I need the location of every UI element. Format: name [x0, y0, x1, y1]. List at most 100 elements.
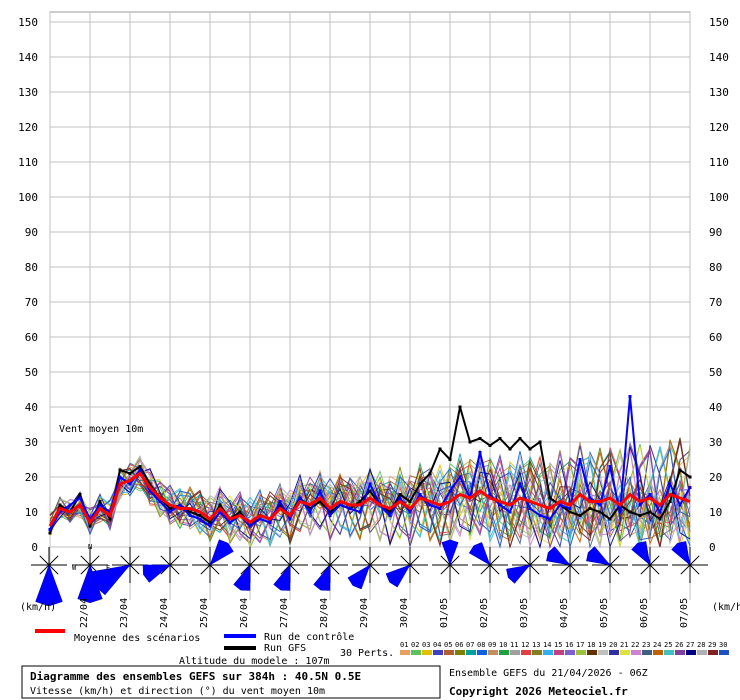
- control-line-point-38: [428, 503, 432, 507]
- wind-rose-23-04: [91, 547, 148, 596]
- control-line-point-3: [78, 496, 82, 500]
- control-line-point-63: [678, 503, 682, 507]
- pert-label-26: 26: [675, 641, 683, 649]
- legend-control-label: Run de contrôle: [264, 631, 354, 643]
- control-line-point-2: [68, 503, 72, 507]
- y-axis-right: 0 10 20 30 40 50 60 70 80 90 100 110 120 130 140 150: [709, 16, 729, 554]
- control-line-point-46: [508, 510, 512, 514]
- pert-swatch-18: [587, 650, 597, 655]
- y-tick-left-110: 110: [18, 156, 38, 169]
- pert-swatch-13: [532, 650, 542, 655]
- gfs-line-point-3: [78, 493, 82, 496]
- legend-gfs-swatch: [224, 646, 256, 650]
- wind-rose-06-05: [631, 541, 668, 583]
- rose-spoke: [160, 555, 171, 566]
- pert-swatch-03: [422, 650, 432, 655]
- pert-label-10: 10: [499, 641, 507, 649]
- pert-label-17: 17: [576, 641, 584, 649]
- control-line-point-47: [518, 482, 522, 486]
- gfs-line-point-34: [388, 510, 392, 514]
- gfs-line-point-52: [568, 510, 572, 514]
- control-line-point-48: [528, 507, 532, 510]
- control-line-point-28: [328, 514, 332, 517]
- gfs-line-point-8: [128, 472, 132, 475]
- pert-label-01: 01: [400, 641, 408, 649]
- gfs-line-point-38: [428, 472, 432, 475]
- y-tick-right-20: 20: [709, 471, 722, 484]
- control-line-point-31: [358, 510, 362, 514]
- rose-petal: [441, 539, 459, 566]
- pert-swatch-02: [411, 650, 421, 655]
- rose-petal: [347, 564, 371, 590]
- rose-spoke: [39, 564, 50, 575]
- control-line-point-64: [688, 486, 692, 489]
- control-line-point-1: [58, 510, 62, 514]
- pert-label-27: 27: [686, 641, 694, 649]
- rose-spoke: [400, 555, 411, 566]
- y-tick-left-70: 70: [25, 296, 38, 309]
- mean-line: [48, 471, 691, 527]
- pert-label-19: 19: [598, 641, 606, 649]
- rose-spoke: [689, 564, 700, 575]
- y-tick-left-10: 10: [25, 506, 38, 519]
- y-tick-left-80: 80: [25, 261, 38, 274]
- date-label-01-05: 01/05: [439, 598, 450, 628]
- wind-roses: [31, 539, 708, 607]
- rose-spoke: [129, 564, 140, 575]
- compass-east-label: E: [106, 564, 110, 572]
- wind-rose-03-05: [506, 547, 548, 584]
- pert-label-12: 12: [521, 641, 529, 649]
- pert-label-23: 23: [642, 641, 650, 649]
- legend-control-swatch: [224, 634, 256, 638]
- pert-label-05: 05: [444, 641, 452, 649]
- date-labels: 22/04 23/04 24/04 25/04 26/04 27/04 28/04 29/04…: [79, 598, 690, 628]
- date-label-02-05: 02/05: [479, 598, 490, 628]
- y-tick-left-60: 60: [25, 331, 38, 344]
- rose-spoke: [80, 564, 91, 575]
- gfs-line-point-49: [538, 440, 542, 444]
- control-line-point-54: [588, 496, 592, 500]
- pert-swatch-08: [477, 650, 487, 655]
- control-line-point-60: [648, 493, 652, 496]
- control-line-point-43: [478, 451, 482, 454]
- wind-rose-02-05: [468, 542, 508, 583]
- rose-spoke: [600, 564, 611, 575]
- control-line-point-7: [118, 475, 122, 479]
- date-label-30-04: 30/04: [399, 598, 410, 628]
- rose-spoke: [129, 555, 140, 566]
- gfs-line-point-26: [308, 507, 312, 510]
- rose-spoke: [409, 564, 420, 575]
- pert-swatch-29: [708, 650, 718, 655]
- rose-spoke: [569, 564, 580, 575]
- date-label-26-04: 26/04: [239, 598, 250, 628]
- gfs-line-point-60: [648, 510, 652, 514]
- rose-spoke: [39, 555, 50, 566]
- gfs-line-point-16: [208, 521, 212, 524]
- control-line-point-14: [188, 514, 192, 517]
- rose-spoke: [48, 555, 59, 566]
- title-box: [21, 665, 441, 699]
- rose-petal: [506, 564, 531, 584]
- gfs-line-point-37: [418, 482, 422, 486]
- rose-petal: [209, 539, 234, 566]
- y-tick-right-0: 0: [709, 541, 716, 554]
- wind-rose-30-04: [385, 547, 428, 588]
- chart-subtitle: Vitesse (km/h) et direction (°) du vent …: [30, 686, 325, 697]
- y-axis-left: 0 10 20 30 40 50 60 70 80 90 100 110 120 130 140 150: [18, 16, 38, 554]
- pert-label-16: 16: [565, 641, 573, 649]
- rose-spoke: [449, 555, 460, 566]
- date-label-25-04: 25/04: [199, 598, 210, 628]
- wind-rose-28-04: [312, 547, 348, 591]
- wind-rose-27-04: [272, 547, 308, 591]
- gfs-line-point-39: [438, 447, 442, 451]
- rose-spoke: [369, 564, 380, 575]
- gfs-line-point-28: [328, 510, 332, 514]
- y-tick-right-120: 120: [709, 121, 729, 134]
- rose-spoke: [409, 555, 420, 566]
- rose-spoke: [440, 564, 451, 575]
- pert-swatch-23: [642, 650, 652, 655]
- y-tick-left-40: 40: [25, 401, 38, 414]
- gfs-line-point-23: [278, 503, 282, 507]
- y-tick-left-30: 30: [25, 436, 38, 449]
